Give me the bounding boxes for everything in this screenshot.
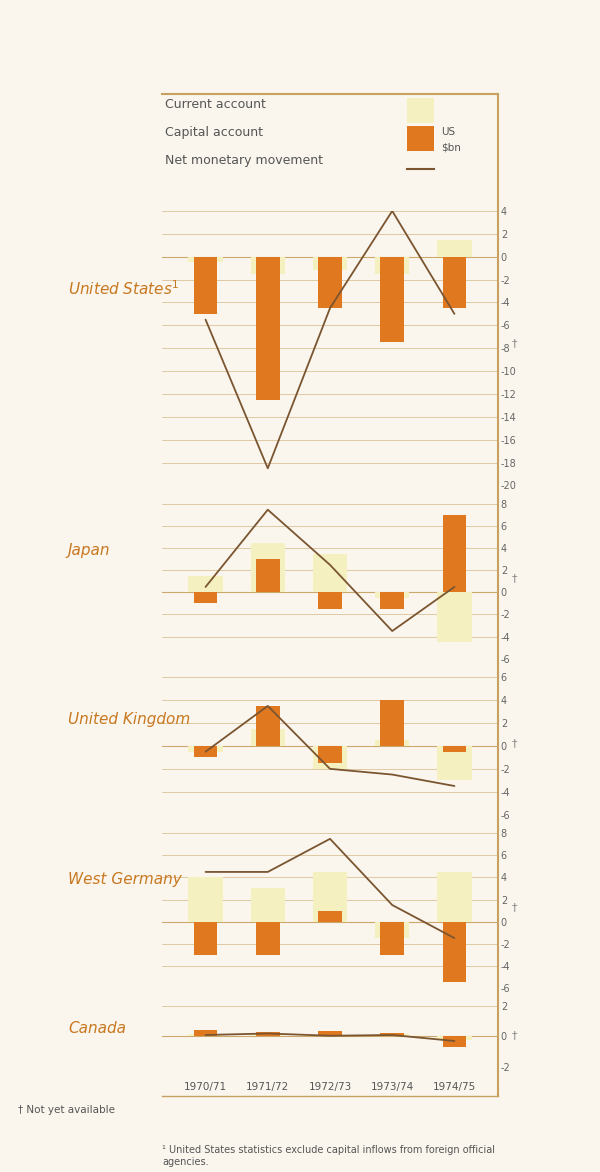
Bar: [375, 741, 409, 745]
Text: †: †: [511, 338, 517, 348]
Bar: [443, 516, 466, 592]
Text: ¹ United States statistics exclude capital inflows from foreign official
agencie: ¹ United States statistics exclude capit…: [162, 1145, 495, 1166]
Bar: [407, 127, 434, 151]
Bar: [313, 872, 347, 921]
Bar: [380, 257, 404, 342]
Text: US: US: [441, 128, 455, 137]
Bar: [375, 257, 409, 274]
Text: 1971/72: 1971/72: [246, 1082, 289, 1091]
Text: 1972/73: 1972/73: [308, 1082, 352, 1091]
Bar: [188, 1034, 223, 1036]
Bar: [380, 700, 404, 745]
Bar: [437, 592, 472, 642]
Text: † Not yet available: † Not yet available: [18, 1105, 115, 1116]
Bar: [251, 1034, 285, 1036]
Text: 1973/74: 1973/74: [371, 1082, 414, 1091]
Bar: [194, 1030, 217, 1036]
Bar: [256, 1033, 280, 1036]
Bar: [256, 559, 280, 592]
Bar: [188, 257, 223, 263]
Bar: [313, 257, 347, 271]
Text: United States$^{1}$: United States$^{1}$: [68, 280, 179, 299]
Text: West Germany: West Germany: [68, 872, 182, 887]
Text: Capital account: Capital account: [166, 127, 263, 139]
Text: Current account: Current account: [166, 98, 266, 111]
Bar: [318, 745, 342, 763]
Bar: [407, 98, 434, 123]
Text: Canada: Canada: [68, 1022, 126, 1036]
Bar: [443, 921, 466, 982]
Bar: [194, 257, 217, 314]
Bar: [313, 554, 347, 592]
Text: Japan: Japan: [68, 543, 110, 558]
Text: †: †: [511, 902, 517, 913]
Text: 1974/75: 1974/75: [433, 1082, 476, 1091]
Text: United Kingdom: United Kingdom: [68, 711, 190, 727]
Bar: [375, 1034, 409, 1036]
Bar: [318, 592, 342, 609]
Bar: [375, 592, 409, 598]
Bar: [375, 921, 409, 938]
Bar: [443, 1036, 466, 1047]
Bar: [437, 872, 472, 921]
Bar: [313, 745, 347, 769]
Text: $bn: $bn: [441, 143, 461, 154]
Bar: [318, 911, 342, 921]
Text: †: †: [511, 738, 517, 748]
Text: †: †: [511, 1030, 517, 1041]
Bar: [251, 543, 285, 592]
Bar: [251, 729, 285, 745]
Bar: [437, 745, 472, 781]
Bar: [188, 878, 223, 921]
Text: Net monetary movement: Net monetary movement: [166, 155, 323, 168]
Bar: [318, 1031, 342, 1036]
Bar: [437, 239, 472, 257]
Bar: [251, 257, 285, 274]
Bar: [380, 1033, 404, 1036]
Text: †: †: [511, 573, 517, 584]
Bar: [443, 257, 466, 308]
Bar: [256, 706, 280, 745]
Bar: [256, 257, 280, 400]
Bar: [251, 888, 285, 921]
Bar: [318, 257, 342, 308]
Bar: [380, 592, 404, 609]
Bar: [188, 745, 223, 751]
Bar: [194, 745, 217, 757]
Text: 1970/71: 1970/71: [184, 1082, 227, 1091]
Bar: [313, 1035, 347, 1036]
Bar: [256, 921, 280, 955]
Bar: [188, 575, 223, 592]
Bar: [380, 921, 404, 955]
Bar: [443, 745, 466, 751]
Bar: [194, 592, 217, 604]
Bar: [437, 1036, 472, 1041]
Bar: [194, 921, 217, 955]
